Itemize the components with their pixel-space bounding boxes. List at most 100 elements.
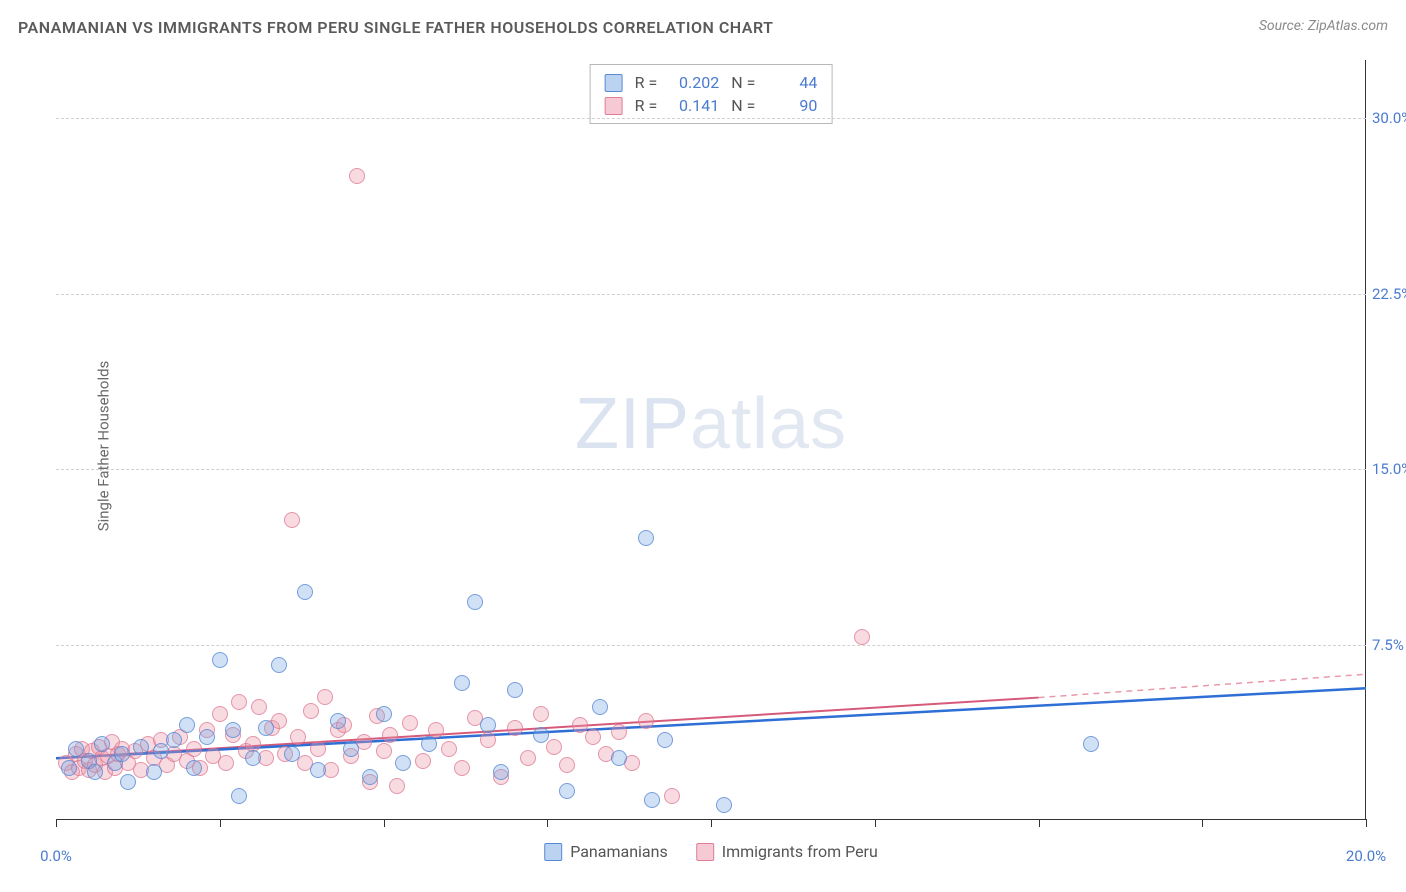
scatter-point-blue — [454, 675, 470, 691]
scatter-point-blue — [94, 736, 110, 752]
scatter-point-pink — [212, 706, 228, 722]
scatter-point-blue — [421, 736, 437, 752]
scatter-point-pink — [310, 741, 326, 757]
scatter-point-blue — [657, 732, 673, 748]
swatch-pink-icon — [605, 97, 623, 115]
gridline — [56, 294, 1366, 295]
scatter-point-pink — [441, 741, 457, 757]
scatter-point-blue — [592, 699, 608, 715]
watermark-light: atlas — [690, 384, 847, 464]
scatter-point-blue — [212, 652, 228, 668]
gridline — [56, 469, 1366, 470]
scatter-point-pink — [376, 743, 392, 759]
scatter-point-blue — [1083, 736, 1099, 752]
scatter-point-pink — [572, 717, 588, 733]
xtick-label: 20.0% — [1346, 847, 1386, 865]
ytick-label: 7.5% — [1372, 636, 1406, 654]
scatter-point-pink — [402, 715, 418, 731]
scatter-point-blue — [87, 764, 103, 780]
watermark-bold: ZIP — [575, 384, 690, 464]
plot-area: ZIPatlas R = 0.202 N = 44 R = 0.141 N = … — [56, 60, 1366, 820]
scatter-point-blue — [245, 750, 261, 766]
scatter-point-blue — [533, 727, 549, 743]
scatter-point-pink — [480, 732, 496, 748]
scatter-point-pink — [382, 727, 398, 743]
xtick-label: 0.0% — [40, 847, 72, 865]
stats-row-blue: R = 0.202 N = 44 — [605, 71, 818, 94]
scatter-point-blue — [638, 530, 654, 546]
scatter-point-pink — [284, 512, 300, 528]
stats-box: R = 0.202 N = 44 R = 0.141 N = 90 — [590, 64, 833, 124]
trend-line — [1039, 674, 1367, 697]
scatter-point-blue — [258, 720, 274, 736]
scatter-point-pink — [303, 703, 319, 719]
right-axis-line — [1365, 60, 1366, 819]
stat-r-label-2: R = — [635, 96, 658, 115]
scatter-point-pink — [520, 750, 536, 766]
scatter-point-blue — [343, 741, 359, 757]
scatter-point-blue — [153, 743, 169, 759]
scatter-point-blue — [480, 717, 496, 733]
gridline — [56, 645, 1366, 646]
scatter-point-blue — [179, 717, 195, 733]
scatter-point-pink — [559, 757, 575, 773]
legend-label-blue: Panamanians — [570, 842, 668, 861]
legend-swatch-blue-icon — [544, 843, 562, 861]
scatter-point-blue — [559, 783, 575, 799]
scatter-point-blue — [133, 739, 149, 755]
scatter-point-blue — [362, 769, 378, 785]
xtick-mark — [711, 819, 712, 827]
stat-r-label: R = — [635, 73, 658, 92]
scatter-point-pink — [186, 741, 202, 757]
gridline — [56, 118, 1366, 119]
scatter-point-pink — [533, 706, 549, 722]
xtick-mark — [1366, 819, 1367, 827]
scatter-point-pink — [349, 168, 365, 184]
legend-label-pink: Immigrants from Peru — [722, 842, 878, 861]
chart-source: Source: ZipAtlas.com — [1259, 18, 1388, 34]
legend-item-blue: Panamanians — [544, 842, 668, 861]
scatter-point-blue — [120, 774, 136, 790]
scatter-point-pink — [638, 713, 654, 729]
scatter-point-blue — [225, 722, 241, 738]
scatter-point-blue — [114, 746, 130, 762]
legend-bottom: Panamanians Immigrants from Peru — [544, 842, 878, 861]
scatter-point-blue — [395, 755, 411, 771]
stats-row-pink: R = 0.141 N = 90 — [605, 94, 818, 117]
scatter-point-pink — [507, 720, 523, 736]
scatter-point-blue — [330, 713, 346, 729]
ytick-label: 30.0% — [1372, 109, 1406, 127]
scatter-point-pink — [389, 778, 405, 794]
xtick-mark — [875, 819, 876, 827]
legend-item-pink: Immigrants from Peru — [696, 842, 878, 861]
scatter-point-pink — [415, 753, 431, 769]
scatter-point-pink — [611, 724, 627, 740]
scatter-point-blue — [611, 750, 627, 766]
stat-n-label: N = — [731, 73, 755, 92]
scatter-point-blue — [61, 760, 77, 776]
scatter-point-blue — [68, 741, 84, 757]
xtick-mark — [1039, 819, 1040, 827]
xtick-mark — [220, 819, 221, 827]
scatter-point-blue — [310, 762, 326, 778]
scatter-point-blue — [271, 657, 287, 673]
ytick-label: 15.0% — [1372, 460, 1406, 478]
scatter-point-pink — [546, 739, 562, 755]
scatter-point-blue — [166, 732, 182, 748]
scatter-point-blue — [297, 584, 313, 600]
scatter-point-blue — [644, 792, 660, 808]
scatter-point-pink — [854, 629, 870, 645]
chart-title: PANAMANIAN VS IMMIGRANTS FROM PERU SINGL… — [18, 18, 773, 37]
scatter-point-pink — [585, 729, 601, 745]
scatter-point-pink — [290, 729, 306, 745]
scatter-point-blue — [146, 764, 162, 780]
scatter-point-blue — [284, 746, 300, 762]
scatter-point-pink — [218, 755, 234, 771]
stat-r-blue: 0.202 — [669, 73, 719, 92]
scatter-point-pink — [251, 699, 267, 715]
stat-n-label-2: N = — [731, 96, 755, 115]
xtick-mark — [547, 819, 548, 827]
scatter-point-pink — [664, 788, 680, 804]
ytick-label: 22.5% — [1372, 285, 1406, 303]
scatter-point-blue — [376, 706, 392, 722]
